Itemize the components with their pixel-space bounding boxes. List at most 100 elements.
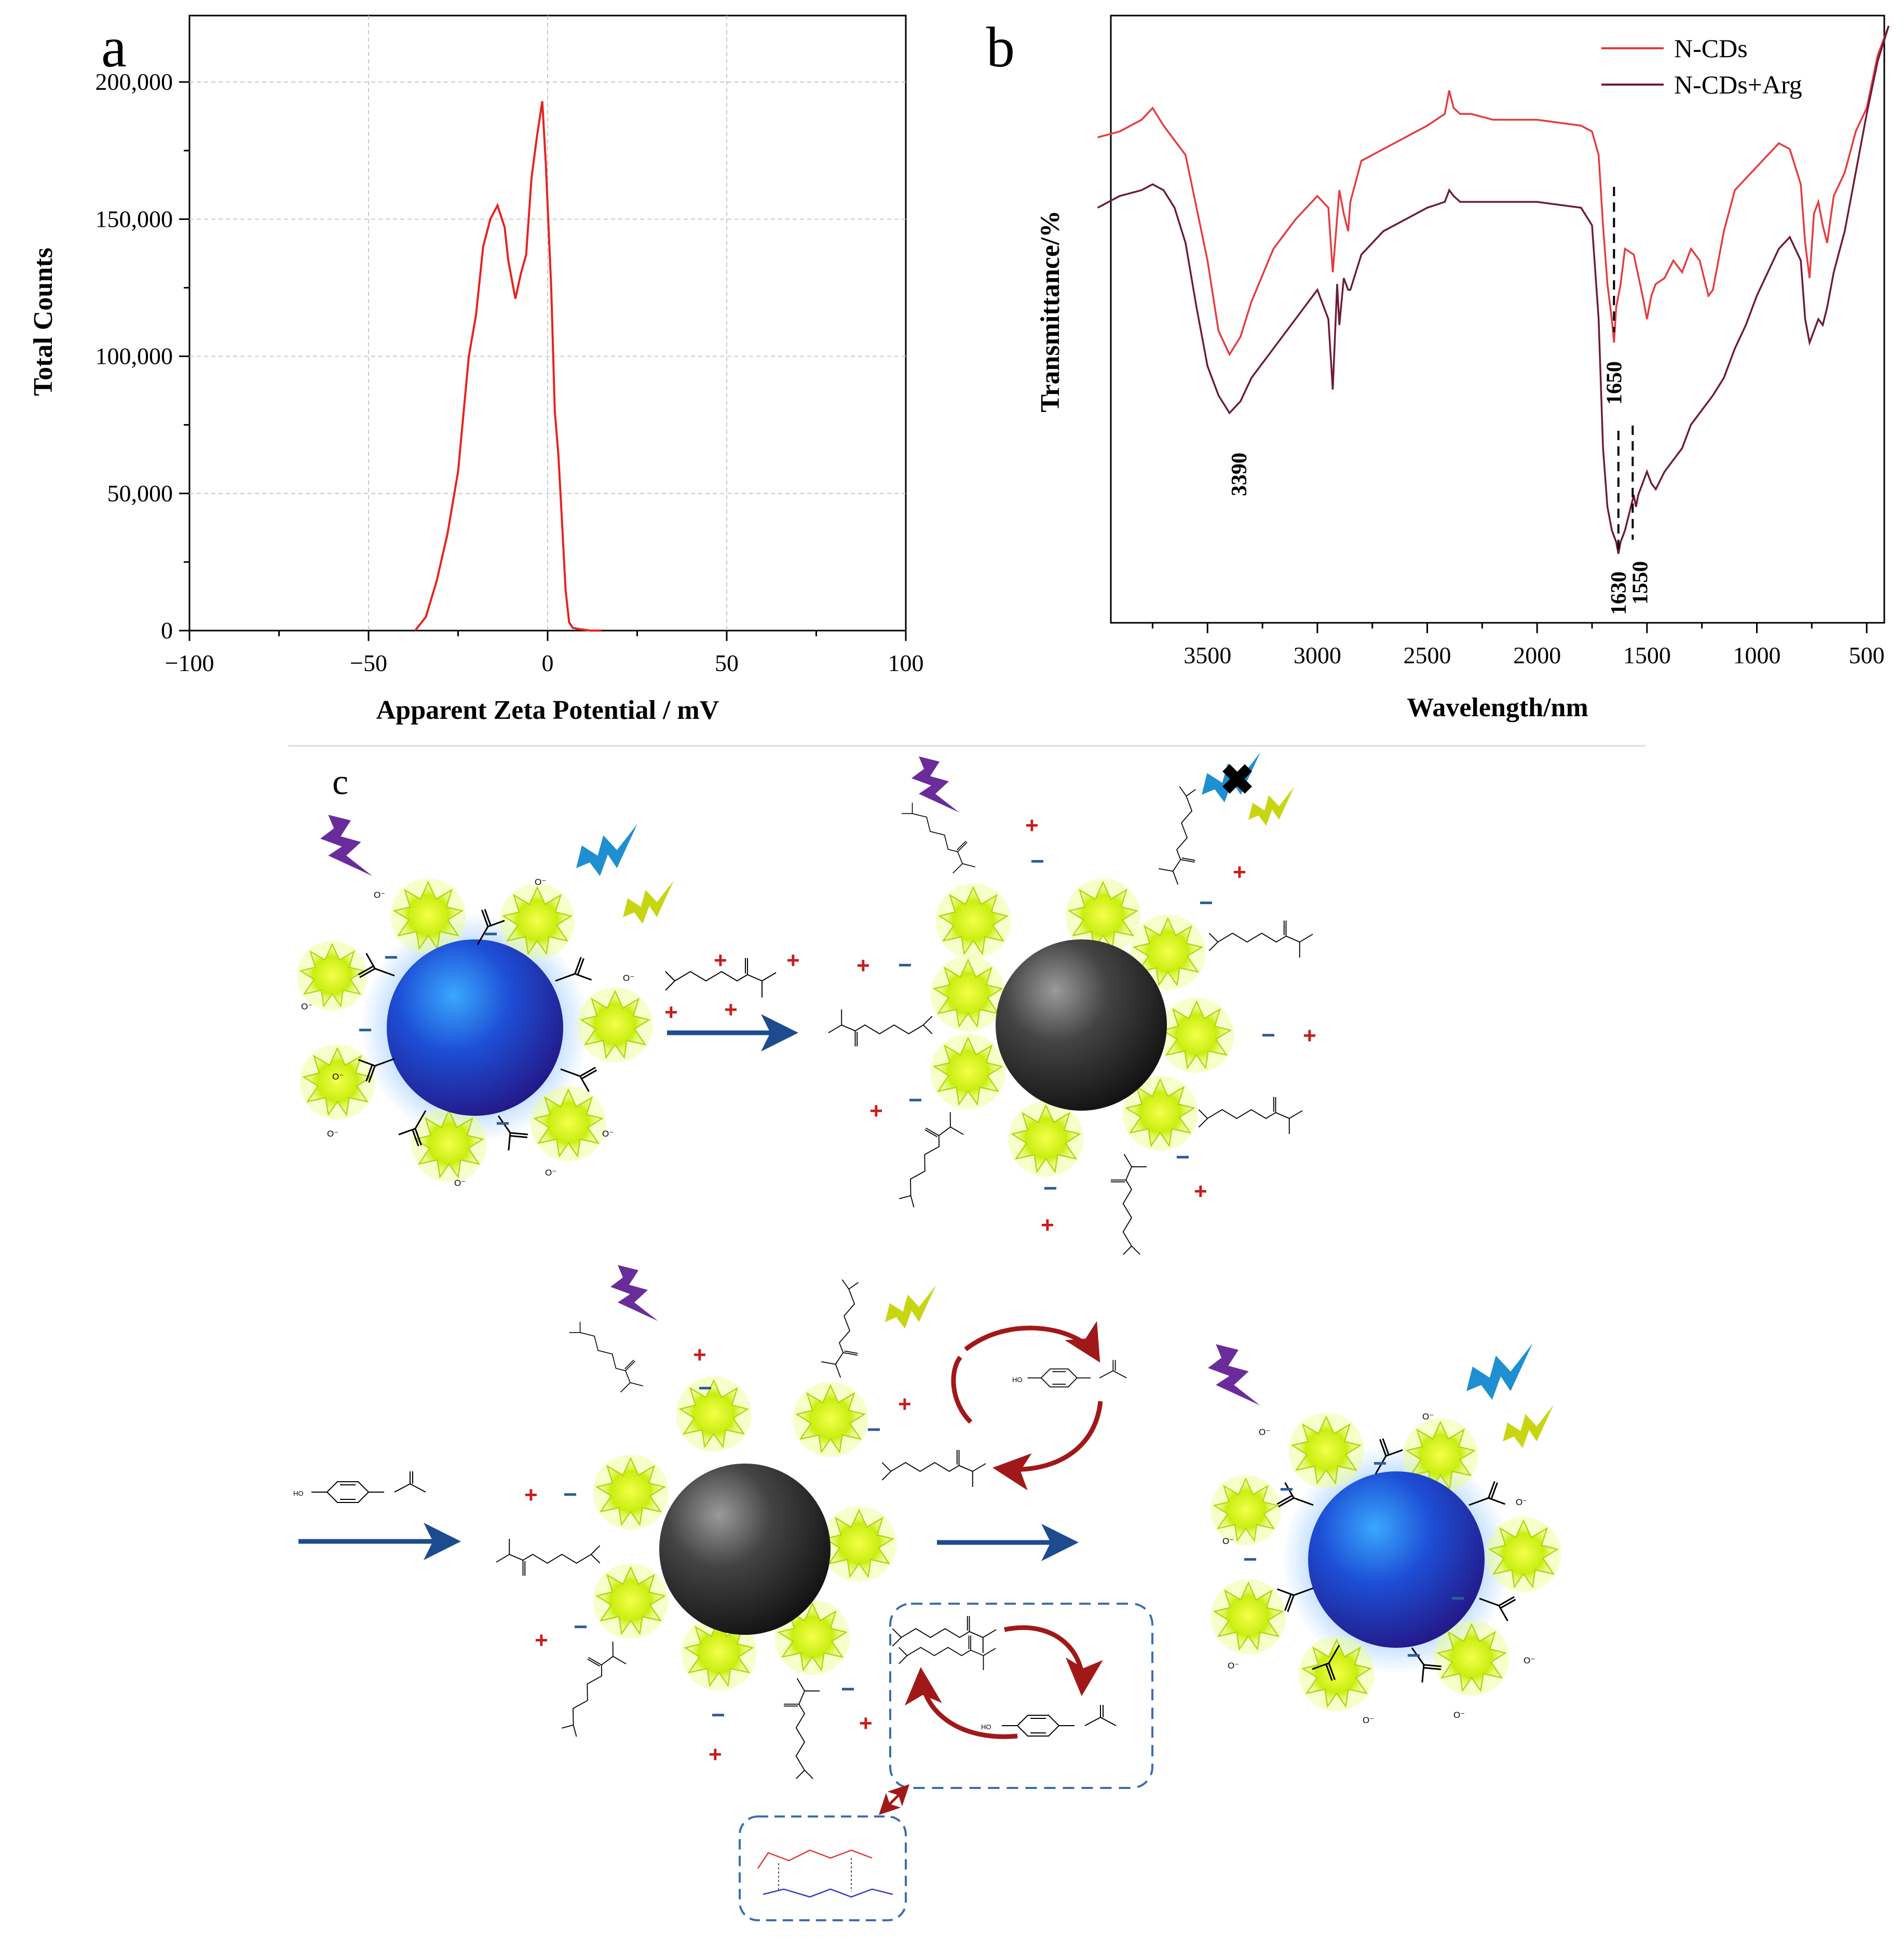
fluorescence-burst xyxy=(935,883,1012,960)
hydroxyl-label: HO xyxy=(293,1490,304,1497)
acetaminophen-molecule xyxy=(1001,1704,1117,1737)
fluorescence-burst xyxy=(530,1085,607,1162)
dark-quenched-dot xyxy=(659,1464,831,1635)
positive-charge: + xyxy=(535,1628,548,1653)
arginine-red-structure xyxy=(757,1849,873,1869)
negative-charge: − xyxy=(384,944,398,971)
blocked-x-icon: ✖ xyxy=(1220,757,1255,803)
binding-cycle-top: HO xyxy=(951,1321,1127,1491)
carboxylate-labels: O⁻ O⁻ O⁻ O⁻ O⁻ O⁻ O⁻ O⁻ O⁻ xyxy=(301,877,634,1188)
positive-charge: + xyxy=(1041,1212,1054,1238)
positive-charge: + xyxy=(859,1711,873,1736)
x-tick-label: 1000 xyxy=(1733,642,1780,668)
y-tick-label: 100,000 xyxy=(96,343,173,370)
carboxylate-charge: O⁻ xyxy=(1453,1710,1465,1720)
peak-label-1550: 1550 xyxy=(1629,561,1653,605)
fluorescence-burst xyxy=(296,940,368,1012)
negative-charge: − xyxy=(1280,1476,1294,1502)
blue-nanodot xyxy=(1308,1471,1485,1648)
negative-charge: − xyxy=(1199,889,1213,916)
x-tick-label: 50 xyxy=(715,650,739,676)
negative-charge: − xyxy=(1407,1642,1421,1669)
negative-charge: − xyxy=(1261,1021,1275,1048)
hydrogen-bond-detail-box xyxy=(739,1815,907,1921)
y-tick-label: 50,000 xyxy=(107,480,173,507)
positive-charge: + xyxy=(664,1000,678,1025)
negative-charge: − xyxy=(1043,1174,1057,1201)
positive-charge: + xyxy=(856,953,870,978)
negative-charge: − xyxy=(841,1675,855,1702)
legend-label-n-cds: N-CDs xyxy=(1674,34,1748,63)
hydroxyl-label: HO xyxy=(981,1723,991,1731)
positive-charge: + xyxy=(869,1098,883,1124)
bound-arginine xyxy=(1156,785,1208,887)
interaction-detail-box: HO xyxy=(889,1603,1153,1789)
yellow-emission-bolt xyxy=(623,880,674,924)
dashed-hbond-box xyxy=(739,1815,907,1921)
positive-charge: + xyxy=(714,948,727,973)
positive-charge: + xyxy=(1303,1023,1316,1048)
purple-excitation-bolt xyxy=(610,1265,658,1321)
negative-charge: − xyxy=(563,1481,577,1508)
carboxylate-charge: O⁻ xyxy=(1259,1427,1270,1437)
axis-ticks-a: −100 −50 0 50 100 0 50,000 100,000 150,000 200,00… xyxy=(96,69,924,676)
peak-label-1630: 1630 xyxy=(1607,571,1631,615)
acetaminophen-molecule xyxy=(311,1471,426,1503)
x-tick-label: 1500 xyxy=(1623,642,1671,668)
bound-arginine xyxy=(892,1615,997,1654)
x-tick-label: 3000 xyxy=(1294,642,1341,668)
ftir-spectrum-chart: b 3500 3000 2500 2000 1500 1000 500 3390 1650 16… xyxy=(986,15,1890,722)
bound-arginine xyxy=(564,1314,652,1401)
carboxylate-charge: O⁻ xyxy=(545,1168,556,1178)
negative-charges: − − − − − − − xyxy=(898,848,1275,1201)
fluorescence-burst xyxy=(1210,1474,1282,1546)
purple-excitation-bolt xyxy=(912,756,959,813)
fluorescence-burst xyxy=(1210,1578,1287,1655)
y-axis-title-a: Total Counts xyxy=(29,248,58,396)
positive-charge: + xyxy=(693,1342,706,1368)
negative-charge: − xyxy=(1030,848,1044,875)
acetaminophen-blue-structure xyxy=(763,1888,893,1898)
red-cycle-arrow xyxy=(1004,1625,1103,1696)
negative-charge: − xyxy=(1243,1546,1257,1573)
fluorescence-burst xyxy=(411,1106,487,1183)
fluorescence-burst xyxy=(1158,997,1235,1074)
carboxylate-charge: O⁻ xyxy=(454,1178,466,1188)
positive-charges: + + + + + + + xyxy=(856,813,1316,1238)
positive-charge: + xyxy=(524,1482,538,1508)
carboxylate-charge: O⁻ xyxy=(374,890,385,900)
carboxylate-charge: O⁻ xyxy=(1363,1715,1374,1725)
panel-letter-a: a xyxy=(101,16,127,79)
carboxylate-charge: O⁻ xyxy=(1524,1656,1535,1665)
legend: N-CDs N-CDs+Arg xyxy=(1601,34,1802,99)
negative-charge: − xyxy=(484,920,498,947)
zeta-distribution-line xyxy=(414,101,602,632)
x-tick-label: 2000 xyxy=(1513,642,1561,668)
positive-charge: + xyxy=(1194,1179,1207,1204)
negative-charges: − − − − − xyxy=(1243,1450,1465,1669)
x-axis-title-b: Wavelength/nm xyxy=(1407,693,1588,722)
positive-charge: + xyxy=(724,997,738,1022)
carboxylate-charge: O⁻ xyxy=(1422,1412,1434,1422)
fluorescence-burst xyxy=(1288,1412,1365,1489)
legend-label-n-cds-arg: N-CDs+Arg xyxy=(1674,70,1802,99)
x-tick-label: 500 xyxy=(1849,642,1885,668)
panel-letter-b: b xyxy=(986,16,1015,79)
quenched-cd-bottom: + + + + + + − − − − − − xyxy=(495,1265,997,1780)
x-tick-label: 3500 xyxy=(1184,642,1231,668)
bound-arginine xyxy=(888,1105,971,1211)
positive-charge: + xyxy=(1233,859,1246,885)
fluorescence-burst xyxy=(675,1376,752,1453)
negative-charge: − xyxy=(1373,1450,1387,1477)
positive-charge: + xyxy=(786,948,800,973)
fluorescence-burst xyxy=(1485,1516,1562,1593)
blue-emission-bolt xyxy=(1466,1343,1533,1400)
n-cds-line xyxy=(1097,25,1890,357)
carboxylate-charge: O⁻ xyxy=(332,1072,344,1082)
red-cycle-arrow xyxy=(951,1356,973,1424)
y-tick-label: 200,000 xyxy=(96,69,173,95)
negative-charge: − xyxy=(698,1374,712,1401)
bound-arginine xyxy=(1198,1096,1303,1135)
x-tick-label: 2500 xyxy=(1404,642,1451,668)
